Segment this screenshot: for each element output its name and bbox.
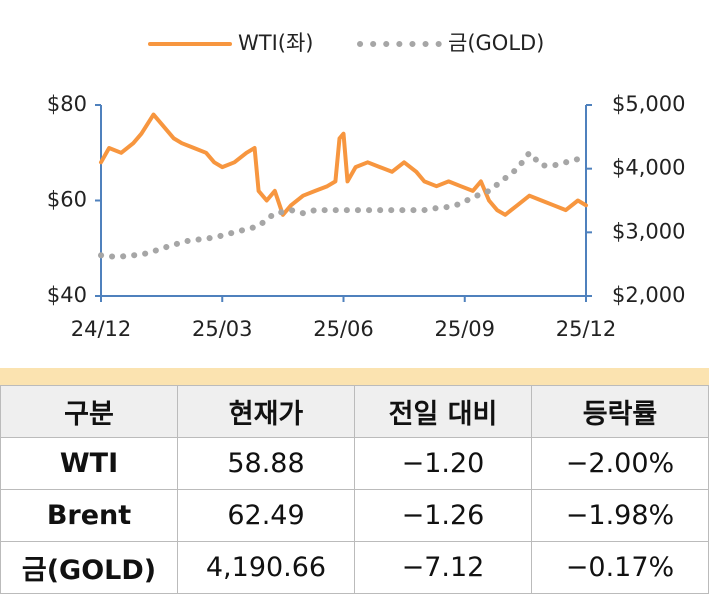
cell: 62.49	[177, 489, 355, 542]
cell: −1.98%	[531, 489, 709, 542]
cell: −2.00%	[531, 437, 709, 490]
series-line	[99, 112, 588, 217]
row: Brent 62.49 −1.26 −1.98%	[0, 489, 709, 542]
cell: 금(GOLD)	[0, 541, 178, 594]
legend-label: WTI(좌)	[238, 31, 314, 55]
cell: −1.26	[354, 489, 532, 542]
x-tick-label: 25/03	[192, 317, 253, 341]
price-table: 구분 현재가 전일 대비 등락률 WTI 58.88 −1.20 −2.00% Brent 62.…	[0, 385, 709, 594]
chart: $40 $60 $80 $2,000 $3,000 $4,000 $5,000 24/12 25…	[47, 31, 686, 341]
header-cell: 전일 대비	[354, 385, 532, 438]
cell: WTI	[0, 437, 178, 490]
x-tick-label: 25/12	[556, 317, 617, 341]
row: WTI 58.88 −1.20 −2.00%	[0, 437, 709, 490]
header-cell: 구분	[0, 385, 178, 438]
cell: −1.20	[354, 437, 532, 490]
header-cell: 등락률	[531, 385, 709, 438]
cell: −0.17%	[531, 541, 709, 594]
y-tick-label: $80	[47, 92, 87, 116]
y2-tick-label: $3,000	[612, 219, 685, 243]
cell: 58.88	[177, 437, 355, 490]
legend-item: WTI(좌)	[148, 31, 314, 55]
y2-tick-label: $5,000	[612, 92, 685, 116]
y2-tick-label: $4,000	[612, 156, 685, 180]
legend-item: 금(GOLD)	[357, 31, 544, 55]
cell: −7.12	[354, 541, 532, 594]
cell: Brent	[0, 489, 178, 542]
cell: 4,190.66	[177, 541, 355, 594]
header-cell: 현재가	[177, 385, 355, 438]
legend-label: 금(GOLD)	[448, 31, 544, 55]
header-row: 구분 현재가 전일 대비 등락률	[0, 385, 709, 438]
x-tick-label: 25/06	[313, 317, 374, 341]
y2-tick-label: $2,000	[612, 283, 685, 307]
separator	[0, 368, 709, 385]
y-tick-label: $40	[47, 283, 87, 307]
x-tick-label: 25/09	[434, 317, 495, 341]
series-line	[98, 149, 589, 260]
x-tick-label: 24/12	[71, 317, 132, 341]
row: 금(GOLD) 4,190.66 −7.12 −0.17%	[0, 541, 709, 594]
y-tick-label: $60	[47, 188, 87, 212]
